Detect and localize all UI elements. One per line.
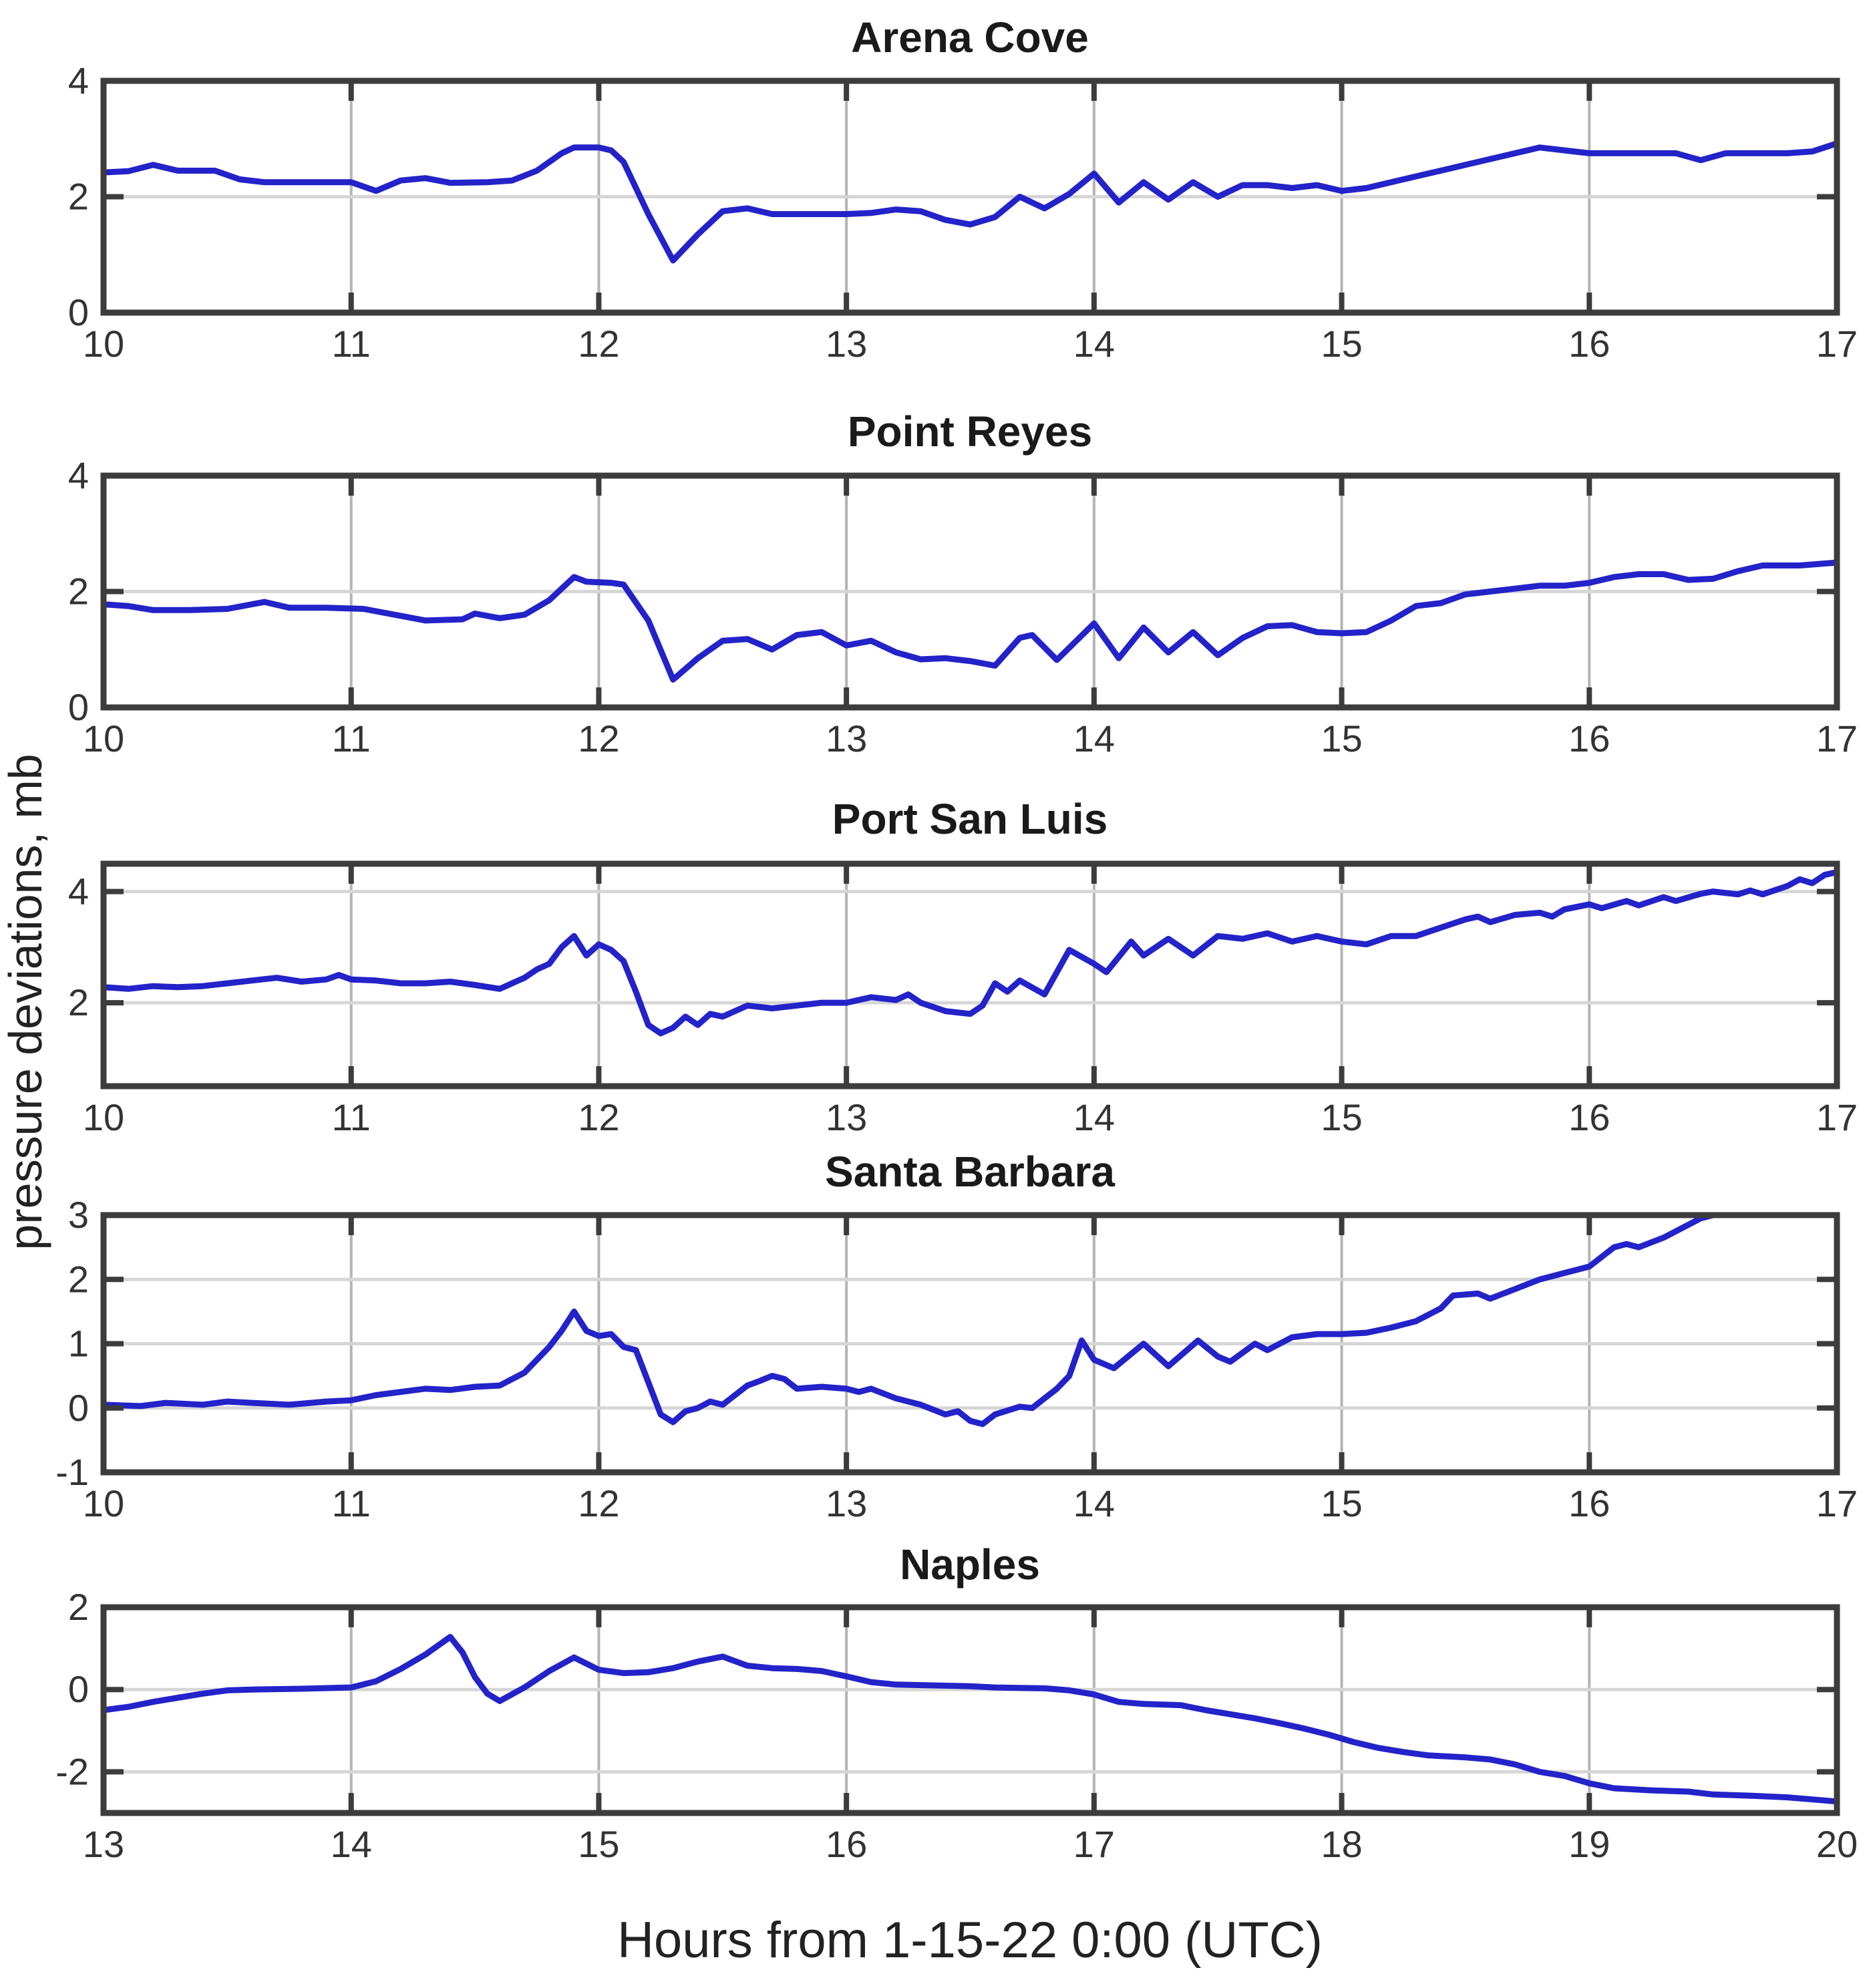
chart-point-reyes: 10 11 12 13 14 15 16 17 0 2 4	[68, 454, 1858, 760]
x-tick-label: 13	[83, 1823, 124, 1865]
x-tick-label: 13	[826, 717, 867, 760]
x-tick-label: 15	[1321, 1096, 1362, 1138]
x-tick-label: 20	[1816, 1823, 1858, 1865]
x-tick-label: 12	[578, 323, 619, 365]
chart-naples: 13 14 15 16 17 18 19 20 -2 0 2	[55, 1586, 1858, 1865]
data-line	[100, 559, 1840, 683]
chart-title-point-reyes: Point Reyes	[848, 407, 1092, 456]
y-tick-label: -1	[55, 1451, 89, 1493]
x-tick-label: 16	[1568, 323, 1610, 365]
data-line	[100, 140, 1840, 264]
x-tick-label: 10	[83, 323, 124, 365]
x-tick-label: 10	[83, 1482, 124, 1524]
x-tick-label: 15	[1321, 717, 1362, 760]
x-tick-label: 14	[1073, 323, 1115, 365]
x-tick-label: 17	[1816, 717, 1858, 760]
data-line	[100, 869, 1840, 1037]
y-tick-label: 2	[68, 570, 89, 613]
chart-title-arena-cove: Arena Cove	[851, 13, 1089, 61]
x-tick-label: 15	[1321, 1482, 1362, 1524]
x-tick-label: 17	[1816, 323, 1858, 365]
x-tick-label: 10	[83, 717, 124, 760]
x-tick-label: 16	[1568, 1096, 1610, 1138]
x-tick-label: 12	[578, 1096, 619, 1138]
y-tick-label: 2	[68, 1586, 89, 1628]
x-tick-label: 11	[332, 1096, 371, 1138]
y-tick-label: -2	[55, 1750, 89, 1792]
y-tick-label: 2	[68, 981, 89, 1023]
x-tick-label: 13	[826, 323, 867, 365]
chart-title-port-san-luis: Port San Luis	[832, 795, 1108, 843]
y-tick-label: 1	[68, 1323, 89, 1365]
x-tick-label: 14	[331, 1823, 372, 1865]
chart-arena-cove: 10 11 12 13 14 15 16 17 0 2 4	[68, 59, 1858, 365]
chart-title-santa-barbara: Santa Barbara	[825, 1148, 1115, 1196]
x-tick-label: 13	[826, 1482, 867, 1524]
y-tick-label: 3	[68, 1194, 89, 1236]
y-tick-label: 2	[68, 1258, 89, 1300]
x-tick-label: 19	[1568, 1823, 1610, 1865]
x-tick-label: 16	[1568, 1482, 1610, 1524]
x-tick-label: 18	[1321, 1823, 1362, 1865]
x-tick-label: 17	[1816, 1096, 1858, 1138]
y-tick-label: 0	[68, 1668, 89, 1710]
x-tick-label: 15	[1321, 323, 1362, 365]
x-tick-label: 14	[1073, 1482, 1115, 1524]
y-tick-label: 2	[68, 176, 89, 218]
y-tick-label: 0	[68, 686, 89, 728]
chart-port-san-luis: 10 11 12 13 14 15 16 17 2 4	[68, 860, 1858, 1138]
x-tick-label: 14	[1073, 1096, 1115, 1138]
axes-frame	[100, 1604, 1840, 1816]
x-tick-label: 11	[332, 717, 371, 760]
x-tick-label: 17	[1816, 1482, 1858, 1524]
axes-frame	[100, 860, 1840, 1090]
x-tick-label: 14	[1073, 717, 1115, 760]
chart-title-naples: Naples	[900, 1540, 1040, 1589]
data-line	[100, 1633, 1840, 1805]
data-line	[100, 1212, 1717, 1428]
y-axis-label: pressure deviations, mb	[0, 754, 51, 1250]
y-tick-label: 4	[68, 870, 89, 913]
x-tick-label: 11	[332, 1482, 371, 1524]
x-tick-label: 11	[332, 323, 371, 365]
y-tick-label: 4	[68, 59, 89, 102]
x-tick-label: 15	[578, 1823, 619, 1865]
x-tick-label: 13	[826, 1096, 867, 1138]
x-tick-label: 16	[1568, 717, 1610, 760]
x-tick-label: 12	[578, 717, 619, 760]
y-tick-label: 0	[68, 291, 89, 333]
x-tick-label: 10	[83, 1096, 124, 1138]
y-tick-label: 4	[68, 454, 89, 496]
y-tick-label: 0	[68, 1387, 89, 1429]
x-axis-label: Hours from 1-15-22 0:00 (UTC)	[617, 1912, 1323, 1969]
x-tick-label: 12	[578, 1482, 619, 1524]
x-tick-label: 17	[1073, 1823, 1115, 1865]
x-tick-label: 16	[826, 1823, 867, 1865]
